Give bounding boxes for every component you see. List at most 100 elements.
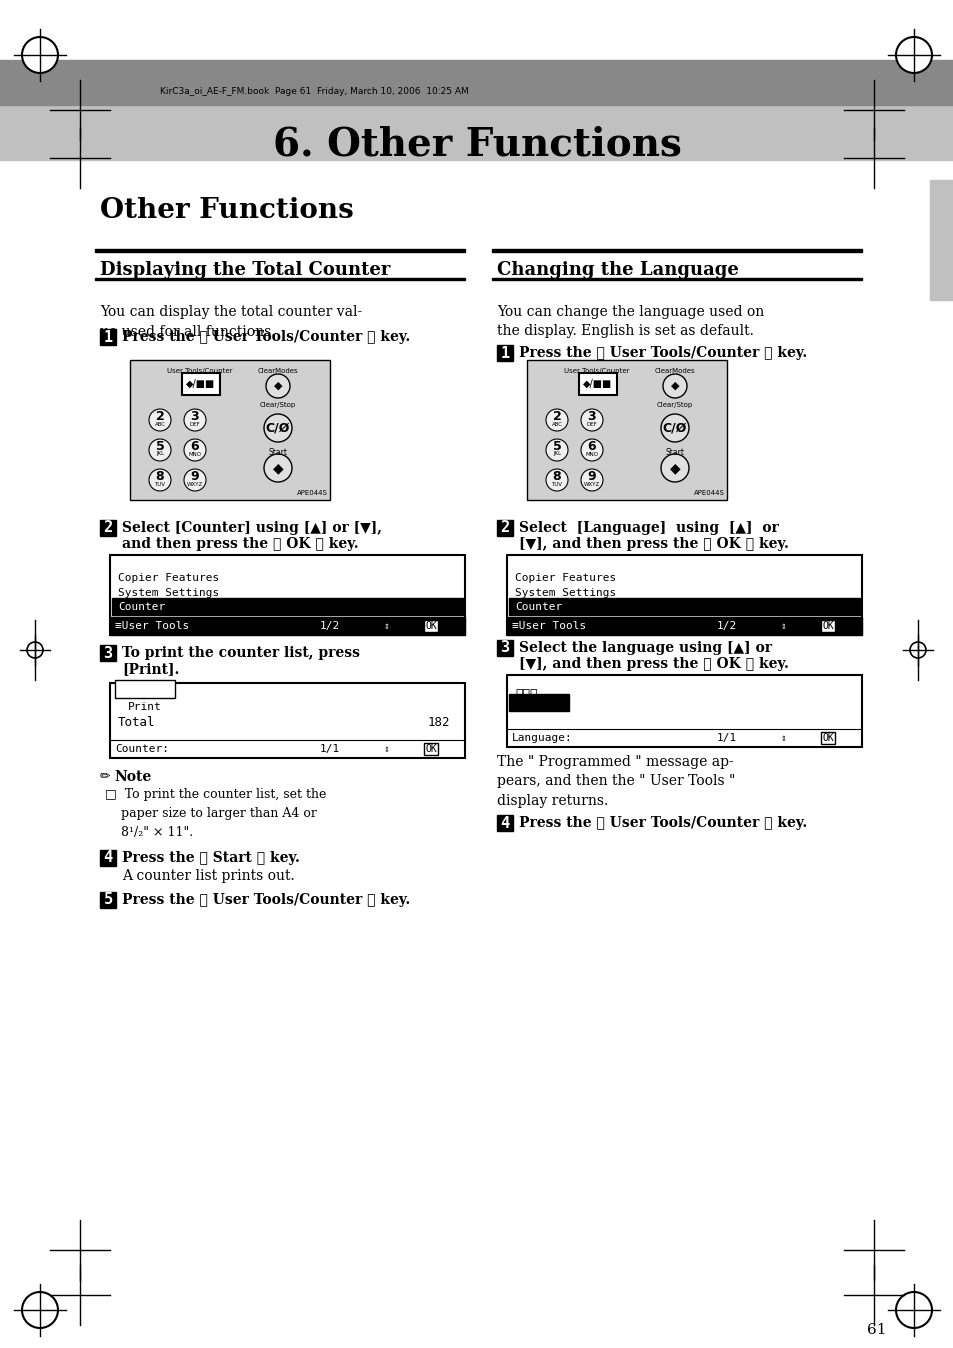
Text: APE044S: APE044S bbox=[694, 491, 724, 496]
Text: A counter list prints out.: A counter list prints out. bbox=[122, 869, 294, 883]
Text: ClearModes: ClearModes bbox=[654, 368, 695, 373]
Text: 2: 2 bbox=[552, 411, 560, 423]
Text: 2: 2 bbox=[155, 411, 164, 423]
Text: You can change the language used on
the display. English is set as default.: You can change the language used on the … bbox=[497, 305, 763, 338]
Text: The " Programmed " message ap-
pears, and then the " User Tools "
display return: The " Programmed " message ap- pears, an… bbox=[497, 755, 735, 807]
Bar bbox=[100, 851, 116, 865]
Text: 4: 4 bbox=[500, 816, 509, 830]
Circle shape bbox=[545, 439, 567, 461]
Text: 1/2: 1/2 bbox=[717, 621, 737, 631]
Text: You can display the total counter val-
ue used for all functions.: You can display the total counter val- u… bbox=[100, 305, 362, 338]
Text: Counter: Counter bbox=[515, 603, 561, 612]
Text: 繁體字: 繁體字 bbox=[515, 689, 537, 701]
Circle shape bbox=[184, 439, 206, 461]
Bar bbox=[497, 345, 513, 361]
Text: 3: 3 bbox=[587, 411, 596, 423]
Text: Start: Start bbox=[665, 448, 684, 457]
Text: C/Ø: C/Ø bbox=[662, 422, 686, 434]
Text: ◆: ◆ bbox=[274, 381, 282, 391]
Bar bbox=[509, 599, 859, 615]
Text: 5: 5 bbox=[155, 441, 164, 453]
Circle shape bbox=[264, 414, 292, 442]
Text: User Tools/Counter: User Tools/Counter bbox=[167, 368, 233, 373]
Text: 1/1: 1/1 bbox=[319, 744, 340, 754]
Text: and then press the 【 OK 】 key.: and then press the 【 OK 】 key. bbox=[122, 537, 358, 551]
Text: 3: 3 bbox=[191, 411, 199, 423]
Bar bbox=[509, 694, 568, 710]
Text: [▼], and then press the 【 OK 】 key.: [▼], and then press the 【 OK 】 key. bbox=[518, 537, 788, 551]
Text: Press the 【 Start 】 key.: Press the 【 Start 】 key. bbox=[122, 851, 299, 865]
Bar bbox=[100, 892, 116, 909]
Circle shape bbox=[149, 408, 171, 431]
Text: 9: 9 bbox=[587, 470, 596, 484]
Bar bbox=[506, 617, 862, 635]
Bar bbox=[100, 520, 116, 537]
Text: Clear/Stop: Clear/Stop bbox=[259, 402, 295, 408]
Circle shape bbox=[264, 454, 292, 483]
Bar bbox=[929, 181, 953, 301]
Bar bbox=[130, 360, 330, 500]
Text: Select the language using [▲] or: Select the language using [▲] or bbox=[518, 642, 771, 655]
Bar bbox=[100, 644, 116, 661]
Bar bbox=[110, 617, 464, 635]
Bar bbox=[110, 683, 464, 758]
Bar bbox=[497, 640, 513, 656]
Text: WXYZ: WXYZ bbox=[583, 481, 599, 487]
Text: ABC: ABC bbox=[551, 422, 562, 426]
Text: Changing the Language: Changing the Language bbox=[497, 262, 739, 279]
Text: 6: 6 bbox=[191, 441, 199, 453]
Text: English: English bbox=[515, 714, 562, 725]
Bar bbox=[492, 249, 862, 252]
Circle shape bbox=[149, 439, 171, 461]
Text: Press the 【 User Tools/Counter 】 key.: Press the 【 User Tools/Counter 】 key. bbox=[518, 816, 806, 830]
Text: 6. Other Functions: 6. Other Functions bbox=[273, 125, 680, 164]
Circle shape bbox=[22, 1291, 58, 1328]
Text: 4: 4 bbox=[103, 851, 112, 865]
Circle shape bbox=[895, 36, 931, 73]
Text: ◆/■■: ◆/■■ bbox=[186, 379, 215, 390]
Bar bbox=[492, 278, 862, 280]
Text: Counter:: Counter: bbox=[115, 744, 169, 754]
Text: 1/1: 1/1 bbox=[717, 733, 737, 743]
Circle shape bbox=[266, 373, 290, 398]
Circle shape bbox=[149, 469, 171, 491]
Text: ⇕: ⇕ bbox=[383, 621, 390, 631]
Bar bbox=[95, 249, 464, 252]
Text: Select [Counter] using [▲] or [▼],: Select [Counter] using [▲] or [▼], bbox=[122, 520, 381, 535]
Text: 8: 8 bbox=[155, 470, 164, 484]
Text: 5: 5 bbox=[103, 892, 112, 907]
Text: ≡User Tools: ≡User Tools bbox=[512, 621, 586, 631]
Text: Clear/Stop: Clear/Stop bbox=[657, 402, 693, 408]
Text: Copier Features: Copier Features bbox=[118, 573, 219, 582]
Text: ◆: ◆ bbox=[669, 461, 679, 474]
Circle shape bbox=[580, 408, 602, 431]
Bar bbox=[182, 373, 220, 395]
Text: ◆: ◆ bbox=[670, 381, 679, 391]
Text: ⇕: ⇕ bbox=[781, 621, 786, 631]
Text: □  To print the counter list, set the
    paper size to larger than A4 or
    8¹: □ To print the counter list, set the pap… bbox=[105, 789, 326, 838]
Bar bbox=[95, 278, 464, 280]
Text: 2: 2 bbox=[103, 520, 112, 535]
Text: Press the 【 User Tools/Counter 】 key.: Press the 【 User Tools/Counter 】 key. bbox=[122, 892, 410, 907]
Circle shape bbox=[660, 414, 688, 442]
Text: KirC3a_oi_AE-F_FM.book  Page 61  Friday, March 10, 2006  10:25 AM: KirC3a_oi_AE-F_FM.book Page 61 Friday, M… bbox=[160, 88, 468, 97]
Circle shape bbox=[895, 1291, 931, 1328]
Text: C/Ø: C/Ø bbox=[266, 422, 290, 434]
Circle shape bbox=[184, 408, 206, 431]
Circle shape bbox=[22, 36, 58, 73]
Text: 1/2: 1/2 bbox=[319, 621, 340, 631]
Text: [Print].: [Print]. bbox=[122, 662, 179, 675]
Bar bbox=[506, 555, 862, 635]
Text: OK: OK bbox=[821, 621, 833, 631]
Text: Total: Total bbox=[118, 717, 155, 729]
Text: ABC: ABC bbox=[154, 422, 165, 426]
Text: TUV: TUV bbox=[154, 481, 165, 487]
Text: ✏: ✏ bbox=[100, 770, 111, 783]
Text: 3: 3 bbox=[103, 646, 112, 661]
Bar bbox=[115, 679, 174, 698]
Text: OK: OK bbox=[425, 621, 436, 631]
Text: Press the 【 User Tools/Counter 】 key.: Press the 【 User Tools/Counter 】 key. bbox=[122, 330, 410, 344]
Text: JKL: JKL bbox=[553, 452, 560, 457]
Text: ≡User Tools: ≡User Tools bbox=[115, 621, 189, 631]
Text: 3: 3 bbox=[500, 640, 509, 655]
